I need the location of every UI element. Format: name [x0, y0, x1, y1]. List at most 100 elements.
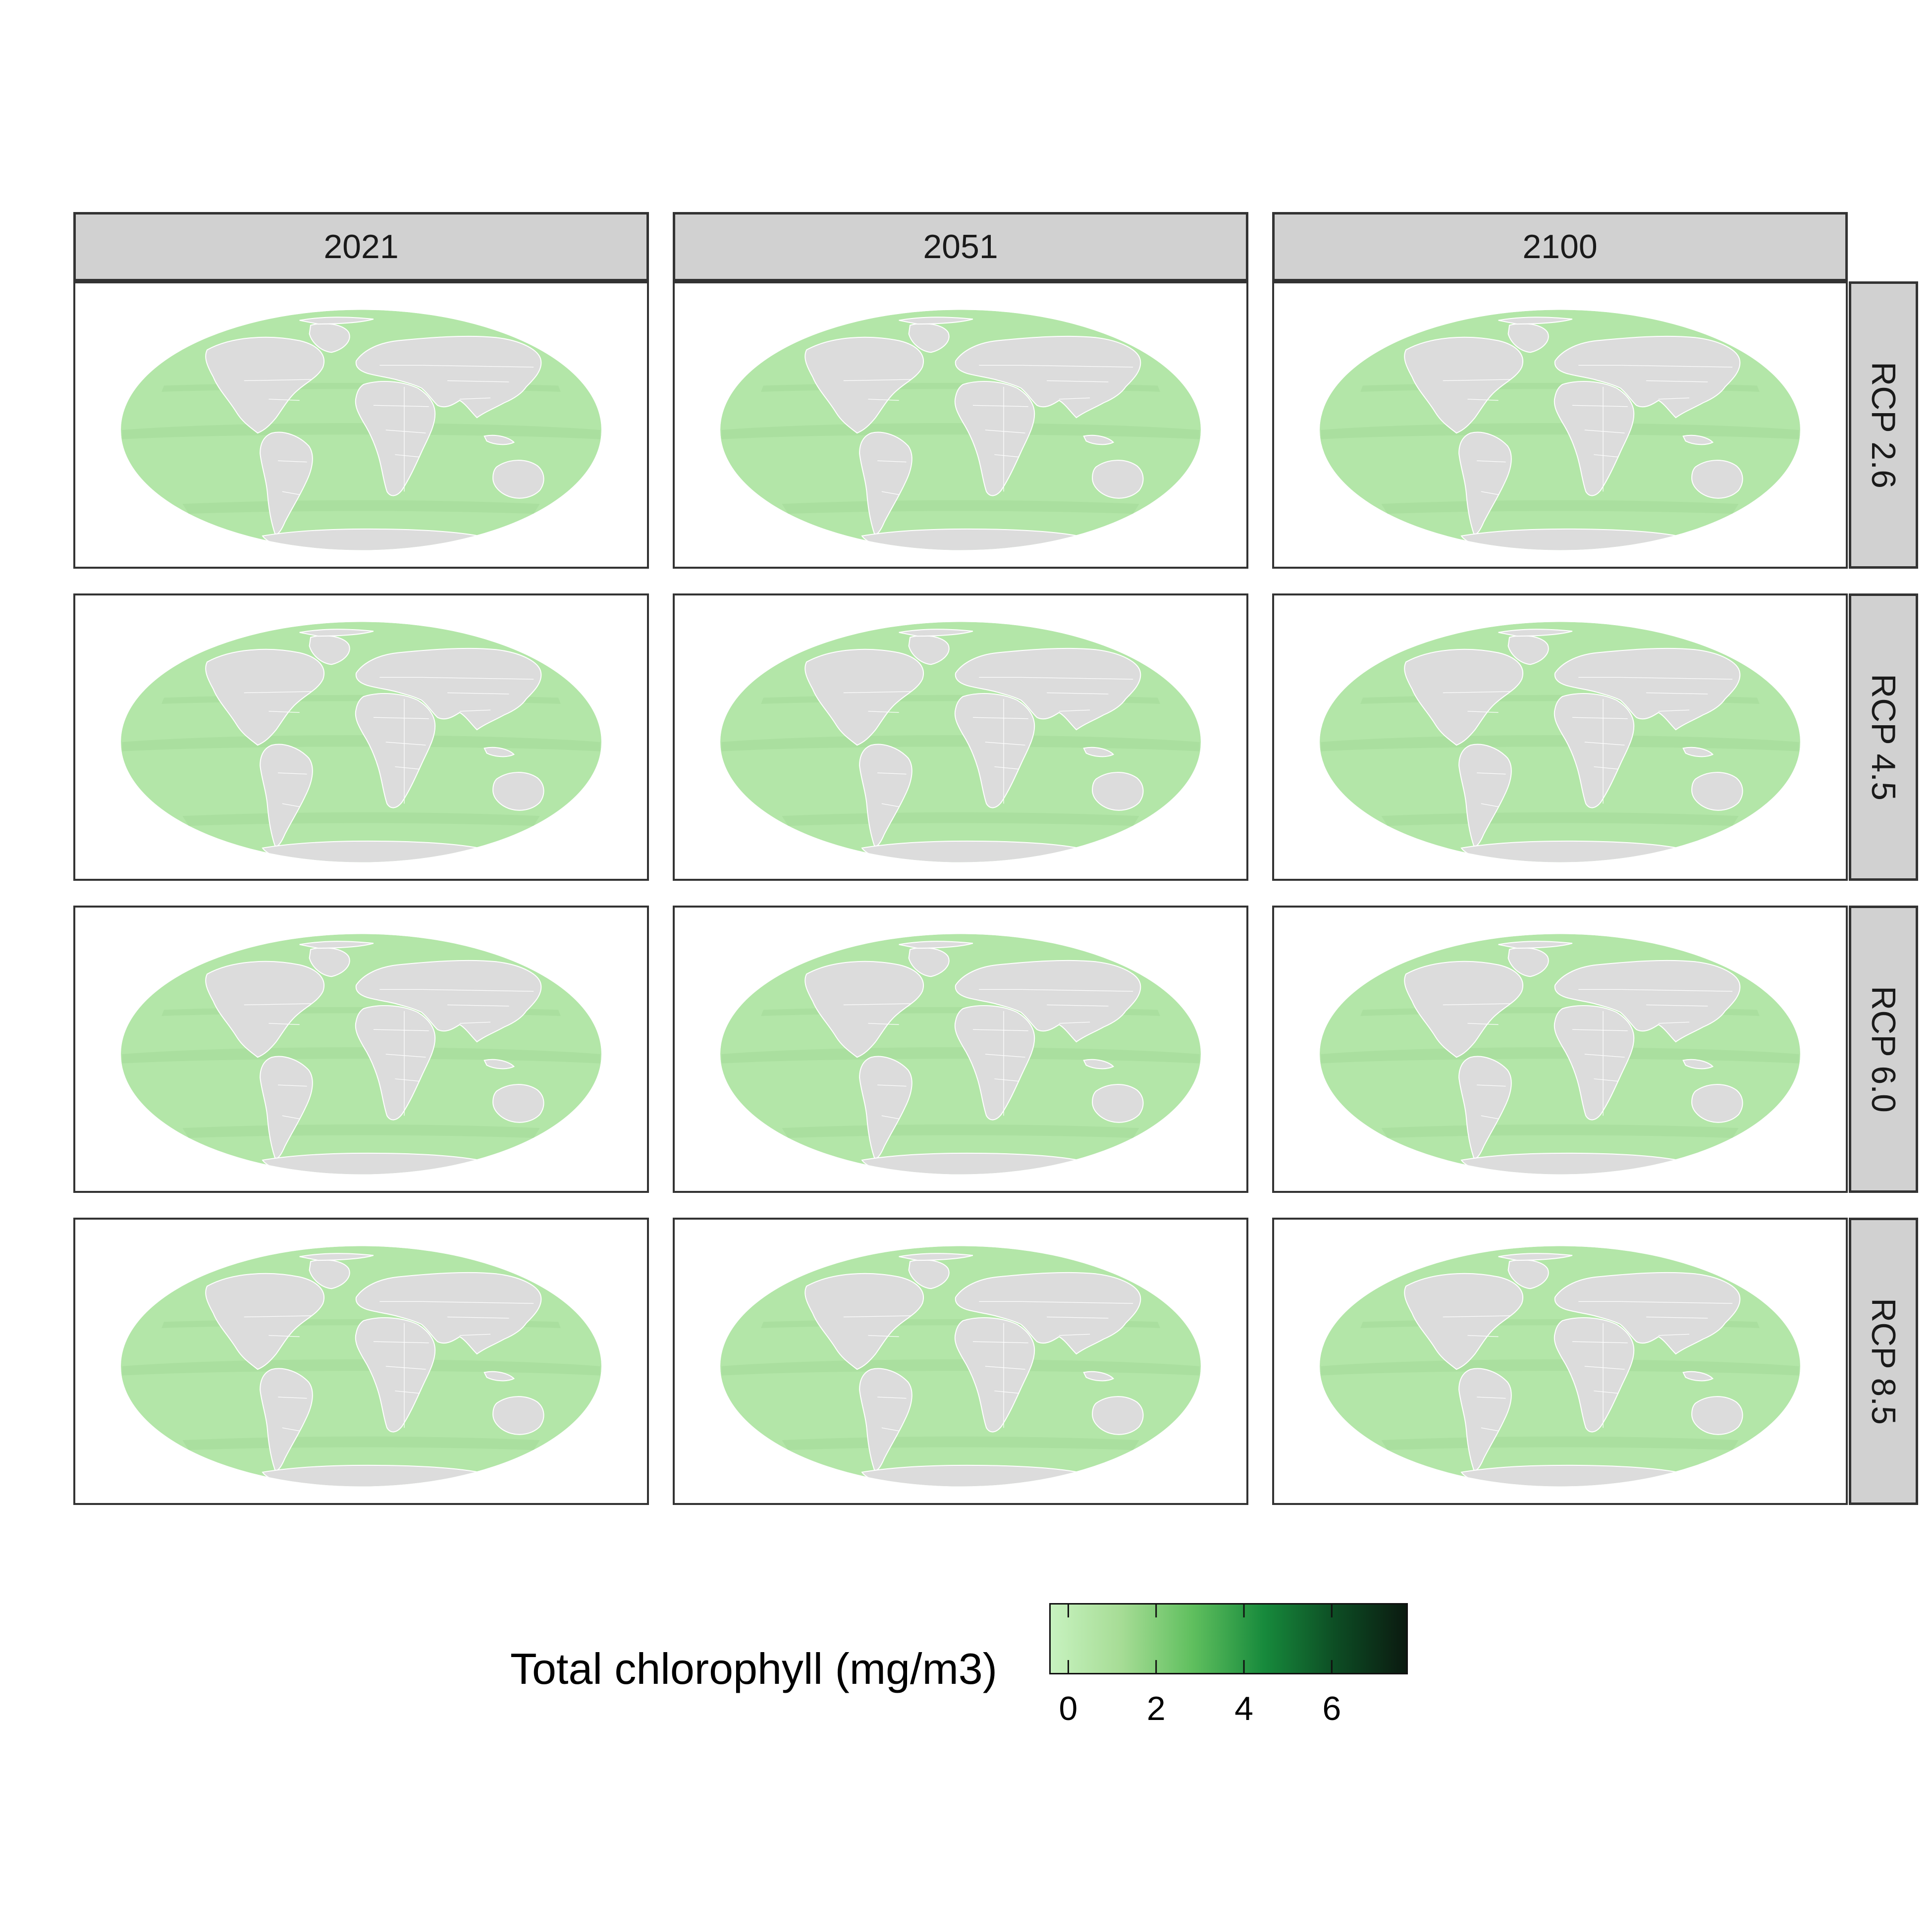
land-north-america: [1404, 1273, 1523, 1370]
land-indonesia: [1682, 1371, 1714, 1382]
country-border: [1022, 365, 1133, 368]
country-border: [244, 379, 312, 381]
map-graphic: [720, 1246, 1201, 1487]
country-border: [1467, 399, 1499, 401]
country-border: [373, 1029, 429, 1031]
country-border: [373, 717, 429, 719]
land-south-america: [260, 744, 313, 847]
map-panel: [1272, 281, 1848, 569]
land-north-america: [1404, 336, 1523, 434]
country-border: [459, 1334, 491, 1336]
land-antarctica: [1460, 1152, 1691, 1175]
land-africa: [954, 381, 1035, 496]
land-indonesia: [483, 434, 515, 445]
land-europe-asia: [955, 960, 1141, 1043]
country-border: [1443, 1315, 1511, 1318]
country-border: [447, 1316, 509, 1319]
land-arctic-islands: [1498, 1253, 1573, 1261]
land-north-america: [1404, 961, 1523, 1058]
country-border: [1022, 1301, 1133, 1304]
map-panel: [673, 906, 1248, 1193]
country-border: [395, 454, 420, 458]
country-border: [985, 429, 1025, 433]
land-australia: [492, 1396, 544, 1435]
country-border: [985, 1054, 1025, 1058]
map-graphic: [720, 310, 1201, 550]
land-antarctica: [1460, 840, 1691, 862]
country-border: [1481, 1115, 1499, 1120]
country-border: [881, 1115, 899, 1120]
land-antarctica: [262, 528, 492, 550]
country-border: [1646, 692, 1708, 695]
country-border: [985, 1366, 1025, 1370]
country-border: [1467, 1023, 1499, 1025]
country-border: [1477, 1084, 1506, 1087]
land-north-america: [205, 648, 324, 746]
row-strip-rcp-4-5: RCP 4.5: [1849, 593, 1918, 881]
land-europe-asia: [355, 1272, 542, 1355]
country-border: [1658, 397, 1690, 400]
country-border: [447, 692, 509, 695]
map-panel: [673, 593, 1248, 881]
land-indonesia: [483, 1371, 515, 1382]
map-graphic: [121, 622, 601, 862]
world-map: [121, 934, 601, 1175]
land-north-america: [805, 1273, 924, 1370]
world-map: [720, 622, 1201, 862]
country-border: [868, 399, 899, 401]
column-strip-2051: 2051: [673, 212, 1248, 281]
country-border: [278, 460, 307, 463]
country-border: [877, 772, 907, 775]
country-border: [881, 1427, 899, 1432]
map-panel: [73, 281, 649, 569]
country-border: [994, 454, 1020, 458]
country-border: [1584, 1366, 1625, 1370]
country-border: [843, 691, 912, 694]
country-border: [843, 379, 912, 381]
country-border: [1572, 405, 1628, 407]
legend-tick-label: 6: [1322, 1690, 1342, 1727]
country-border: [1621, 989, 1733, 992]
country-border: [1594, 766, 1619, 770]
country-border: [1584, 429, 1625, 433]
country-border: [1594, 1078, 1619, 1082]
country-border: [268, 399, 300, 401]
land-indonesia: [1682, 434, 1714, 445]
country-border: [868, 1335, 899, 1337]
legend-colorbar-graphic: [1051, 1605, 1406, 1673]
country-border: [1467, 1335, 1499, 1337]
land-north-america: [1404, 648, 1523, 746]
country-border: [395, 1391, 420, 1394]
land-africa: [1554, 381, 1635, 496]
country-border: [278, 772, 307, 775]
country-border: [1658, 709, 1690, 712]
country-border: [459, 709, 491, 712]
land-africa: [355, 1005, 436, 1121]
country-border: [1584, 742, 1625, 746]
country-border: [1621, 677, 1733, 680]
land-europe-asia: [955, 647, 1141, 731]
land-north-america: [205, 336, 324, 434]
country-border: [268, 711, 300, 713]
country-border: [877, 460, 907, 463]
land-europe-asia: [1554, 960, 1741, 1043]
map-graphic: [1320, 310, 1800, 550]
country-border: [1658, 1021, 1690, 1024]
country-border: [423, 1301, 534, 1304]
equatorial-band: [721, 735, 1200, 751]
map-graphic: [720, 934, 1201, 1175]
land-antarctica: [1460, 1464, 1691, 1487]
country-border: [1658, 1334, 1690, 1336]
country-border: [282, 1427, 300, 1432]
country-border: [268, 1335, 300, 1337]
country-border: [1477, 460, 1506, 463]
world-map: [121, 310, 601, 550]
map-panel: [73, 1218, 649, 1505]
land-australia: [492, 460, 544, 499]
country-border: [373, 405, 429, 407]
land-indonesia: [1682, 1059, 1714, 1070]
land-arctic-islands: [1498, 941, 1573, 949]
land-europe-asia: [955, 335, 1141, 419]
country-border: [423, 677, 534, 680]
equatorial-band: [721, 1359, 1200, 1376]
